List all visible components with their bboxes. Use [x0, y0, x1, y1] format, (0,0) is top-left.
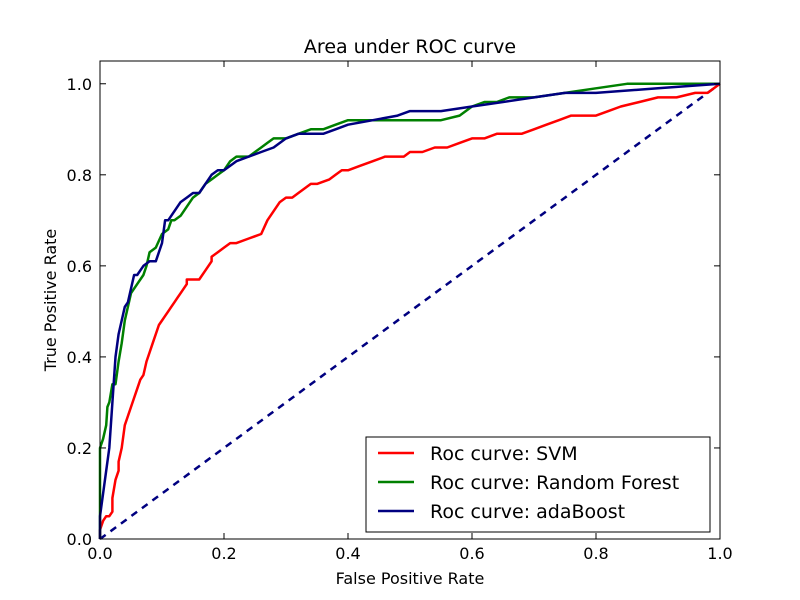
x-tick-label: 0.8 — [583, 544, 608, 563]
series-line-roc-curve-random-forest — [98, 82, 720, 539]
y-tick-label: 0.0 — [67, 530, 92, 549]
legend-label: Roc curve: SVM — [430, 443, 578, 465]
x-tick-label: 0.4 — [335, 544, 360, 563]
x-tick-label: 1.0 — [707, 544, 732, 563]
series-layer — [98, 82, 721, 541]
y-tick-label: 0.4 — [67, 348, 92, 367]
chart-title: Area under ROC curve — [304, 36, 516, 58]
x-tick-label: 0.0 — [87, 544, 112, 563]
y-tick-label: 0.8 — [67, 166, 92, 185]
x-axis-label: False Positive Rate — [336, 569, 485, 588]
series-line-chance — [99, 82, 721, 541]
series-line-roc-curve-svm — [98, 82, 721, 539]
series-line-roc-curve-adaboost — [98, 82, 721, 539]
legend: Roc curve: SVM Roc curve: Random Forest Ro… — [365, 436, 711, 533]
plot-frame — [99, 60, 721, 540]
y-tick-label: 0.6 — [67, 257, 92, 276]
legend-label: Roc curve: adaBoost — [430, 501, 625, 523]
x-tick-label: 0.2 — [211, 544, 236, 563]
legend-label: Roc curve: Random Forest — [430, 472, 679, 494]
y-tick-label: 1.0 — [67, 75, 92, 94]
y-tick-label: 0.2 — [67, 439, 92, 458]
y-axis-label: True Positive Rate — [41, 229, 60, 373]
legend-box — [365, 436, 711, 533]
x-tick-label: 0.6 — [459, 544, 484, 563]
y-axis: 0.0 0.2 0.4 0.6 0.8 1.0 — [67, 75, 720, 549]
x-axis: 0.0 0.2 0.4 0.6 0.8 1.0 — [87, 61, 733, 563]
